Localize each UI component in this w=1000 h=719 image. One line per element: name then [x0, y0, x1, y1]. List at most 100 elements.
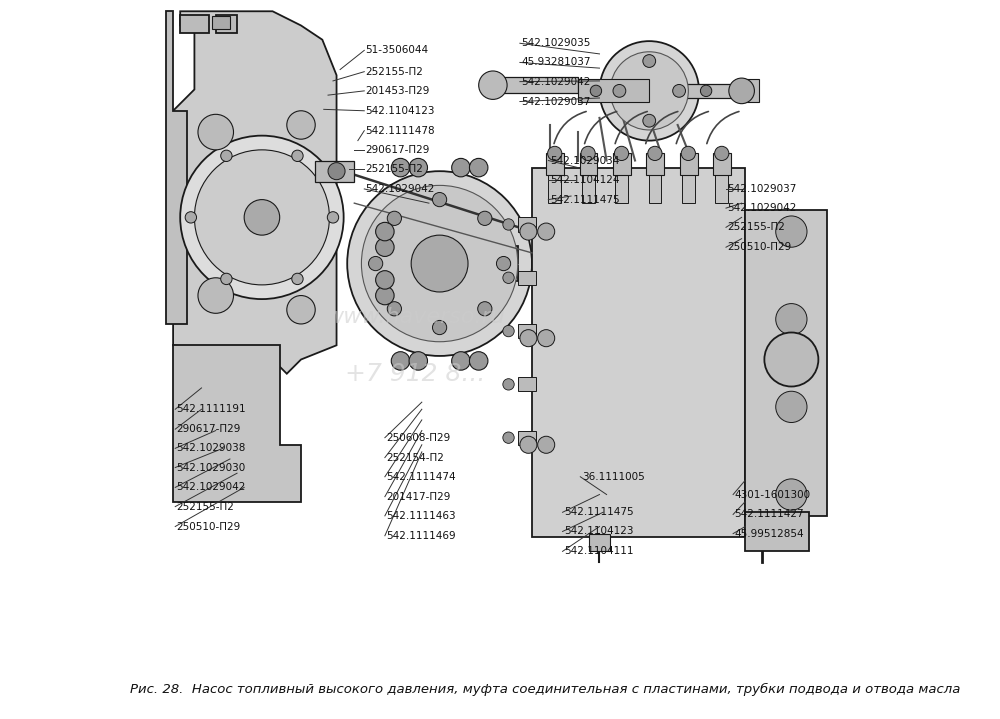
Bar	[532, 168, 745, 537]
Text: 542.1104123: 542.1104123	[564, 526, 633, 536]
Bar	[649, 175, 661, 203]
Circle shape	[503, 379, 514, 390]
Bar	[742, 80, 759, 102]
Circle shape	[469, 158, 488, 177]
Bar	[589, 533, 610, 551]
Text: 542.1111475: 542.1111475	[550, 195, 619, 205]
Circle shape	[538, 436, 555, 453]
Text: 252155-П2: 252155-П2	[727, 222, 785, 232]
Circle shape	[452, 158, 470, 177]
Bar	[216, 15, 237, 32]
Bar	[518, 217, 536, 232]
Text: 4301-1601300: 4301-1601300	[735, 490, 811, 500]
Bar	[745, 210, 827, 516]
Text: 36.1111005: 36.1111005	[582, 472, 644, 482]
Text: 542.1104123: 542.1104123	[365, 106, 434, 116]
Circle shape	[287, 296, 315, 324]
Circle shape	[520, 436, 537, 453]
Text: 542.1111474: 542.1111474	[386, 472, 456, 482]
Text: 542.1111463: 542.1111463	[386, 510, 456, 521]
Circle shape	[496, 257, 511, 270]
Circle shape	[387, 302, 401, 316]
Circle shape	[391, 352, 410, 370]
Circle shape	[198, 114, 234, 150]
Circle shape	[700, 85, 712, 96]
Text: 201453-П29: 201453-П29	[365, 86, 429, 96]
Circle shape	[729, 78, 754, 104]
Circle shape	[376, 270, 394, 289]
Circle shape	[643, 55, 656, 68]
Bar	[745, 513, 809, 551]
Circle shape	[520, 223, 537, 240]
Bar	[493, 78, 578, 93]
Circle shape	[287, 111, 315, 139]
Polygon shape	[166, 12, 187, 324]
Circle shape	[180, 136, 344, 299]
Bar	[713, 153, 731, 175]
Bar	[578, 80, 649, 102]
Circle shape	[409, 352, 428, 370]
Bar	[440, 246, 518, 281]
Text: 45.93281037: 45.93281037	[521, 58, 591, 68]
Circle shape	[411, 235, 468, 292]
Circle shape	[387, 211, 401, 226]
Text: 542.1029038: 542.1029038	[177, 444, 246, 454]
Text: +7 912 8...: +7 912 8...	[345, 362, 485, 385]
Circle shape	[185, 211, 197, 223]
Text: 542.1029030: 542.1029030	[177, 462, 246, 472]
Bar	[615, 175, 628, 203]
Bar	[680, 153, 698, 175]
Circle shape	[409, 158, 428, 177]
Polygon shape	[173, 12, 337, 374]
Circle shape	[614, 146, 629, 160]
Bar	[613, 153, 631, 175]
Bar	[212, 17, 230, 29]
Text: 542.1104111: 542.1104111	[564, 546, 633, 557]
Bar	[180, 15, 209, 32]
Text: 252154-П2: 252154-П2	[386, 452, 444, 462]
Text: 51-3506044: 51-3506044	[365, 45, 428, 55]
Circle shape	[376, 238, 394, 257]
Bar	[580, 153, 597, 175]
Circle shape	[548, 146, 562, 160]
Bar	[649, 83, 742, 98]
Text: 542.1104124: 542.1104124	[550, 175, 619, 186]
Bar	[518, 270, 536, 285]
Circle shape	[194, 150, 329, 285]
Circle shape	[478, 302, 492, 316]
Text: 290617-П29: 290617-П29	[365, 145, 429, 155]
Circle shape	[776, 391, 807, 423]
Text: Рис. 28.  Насос топливный высокого давления, муфта соединительная с пластинами, : Рис. 28. Насос топливный высокого давлен…	[130, 683, 960, 696]
Text: 45.99512854: 45.99512854	[735, 528, 804, 539]
Circle shape	[538, 223, 555, 240]
Circle shape	[538, 329, 555, 347]
Text: 542.1029037: 542.1029037	[727, 184, 797, 194]
Circle shape	[776, 216, 807, 247]
Bar	[682, 175, 695, 203]
Circle shape	[590, 85, 602, 96]
Circle shape	[610, 52, 688, 130]
Circle shape	[361, 186, 518, 342]
Circle shape	[776, 479, 807, 510]
Circle shape	[764, 332, 818, 387]
Circle shape	[292, 150, 303, 162]
Text: 542.1111191: 542.1111191	[177, 404, 246, 414]
Bar	[518, 324, 536, 338]
Bar	[715, 175, 728, 203]
Circle shape	[328, 162, 345, 180]
Bar	[548, 175, 561, 203]
Text: 250510-П29: 250510-П29	[727, 242, 792, 252]
Bar	[518, 377, 536, 391]
Circle shape	[643, 114, 656, 127]
Circle shape	[376, 222, 394, 241]
Text: 542.1029034: 542.1029034	[550, 155, 619, 165]
Text: 252155-П2: 252155-П2	[365, 164, 423, 174]
Text: 252155-П2: 252155-П2	[365, 67, 423, 77]
Circle shape	[479, 71, 507, 99]
Circle shape	[581, 146, 595, 160]
Circle shape	[469, 352, 488, 370]
Circle shape	[452, 352, 470, 370]
Circle shape	[432, 321, 447, 334]
Circle shape	[503, 432, 514, 444]
Circle shape	[292, 273, 303, 285]
